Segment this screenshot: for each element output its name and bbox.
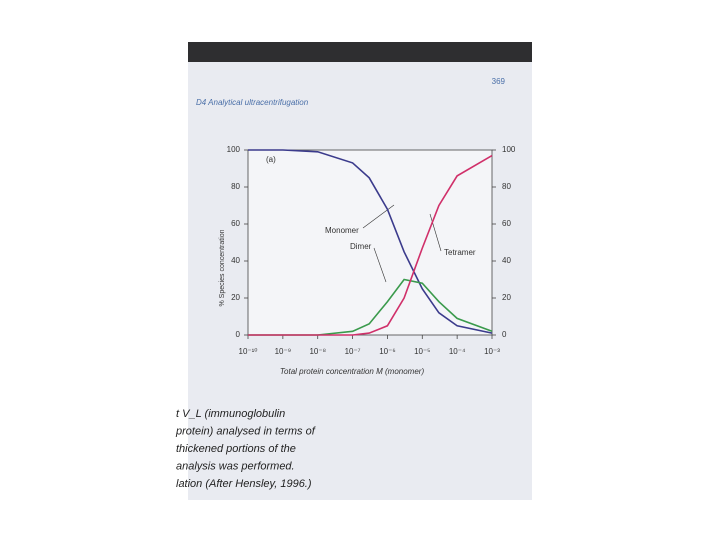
x-tick-label: 10⁻¹⁰ [239, 347, 258, 356]
y-tick-label: 60 [231, 219, 240, 228]
y-tick-label: 20 [231, 293, 240, 302]
panel-label: (a) [266, 155, 276, 164]
x-tick-label: 10⁻³ [484, 347, 500, 356]
y2-tick-label: 0 [502, 330, 507, 339]
caption-line: thickened portions of the [176, 443, 296, 455]
series-line [248, 149, 493, 334]
y-tick-label: 100 [227, 145, 241, 154]
page-number: 369 [492, 77, 506, 86]
y-tick-label: 40 [231, 256, 240, 265]
y-axis-label: % Species concentration [219, 229, 226, 306]
caption-line: t V_L (immunoglobulin [176, 408, 285, 420]
x-tick-label: 10⁻⁷ [345, 347, 361, 356]
x-tick-label: 10⁻⁴ [449, 347, 466, 356]
caption: t V_L (immunoglobulin protein) analysed i… [175, 408, 316, 490]
x-axis-label: Total protein concentration M (monomer) [280, 367, 425, 376]
leader-lines [362, 204, 442, 283]
series-label: Monomer [325, 226, 359, 235]
section-header: D4 Analytical ultracentrifugation [196, 98, 309, 107]
plot-area [247, 149, 493, 336]
x-tick-label: 10⁻⁹ [275, 347, 292, 356]
page-edge [188, 42, 532, 62]
y2-tick-label: 60 [502, 219, 511, 228]
caption-line: protein) analysed in terms of [175, 425, 316, 437]
series-label: Tetramer [444, 248, 476, 257]
y2-tick-label: 80 [502, 182, 511, 191]
x-tick-label: 10⁻⁶ [379, 347, 395, 356]
series-line [248, 154, 493, 336]
y-tick-label: 0 [236, 330, 241, 339]
y2-tick-label: 100 [502, 145, 516, 154]
caption-line: analysis was performed. [176, 460, 295, 472]
y-tick-label: 80 [231, 182, 240, 191]
caption-line: lation (After Hensley, 1996.) [176, 478, 312, 490]
x-tick-label: 10⁻⁸ [309, 347, 326, 356]
y2-tick-label: 20 [502, 293, 511, 302]
y2-tick-label: 40 [502, 256, 511, 265]
x-tick-label: 10⁻⁵ [414, 347, 430, 356]
series-label: Dimer [350, 242, 372, 251]
